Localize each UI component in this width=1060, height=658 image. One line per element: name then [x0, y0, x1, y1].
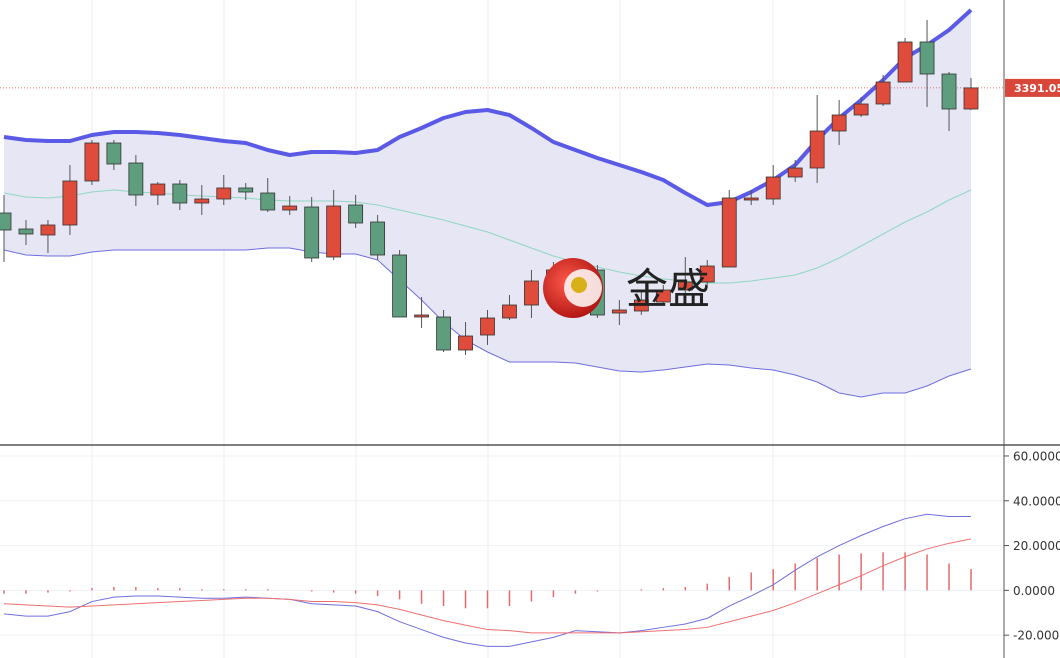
last-price-box: [1005, 78, 1060, 97]
candle-body: [172, 183, 188, 204]
candle-body: [699, 265, 715, 283]
candle-body: [941, 73, 957, 110]
candle-body: [897, 41, 913, 83]
candle-body: [128, 162, 144, 196]
candle-body: [84, 142, 100, 182]
candle-body: [392, 254, 407, 318]
candle-body: [40, 224, 56, 236]
candle-body: [963, 87, 979, 110]
candle-body: [348, 204, 364, 224]
macd-line: [3, 538, 972, 634]
candle-body: [304, 206, 320, 259]
y-tick-label: -20.0000: [1013, 629, 1060, 643]
candle-body: [875, 81, 891, 105]
candle-body: [655, 289, 671, 303]
band-line: [3, 247, 972, 398]
band-fill: [4, 10, 971, 397]
candle-body: [216, 187, 232, 200]
candle-body: [436, 316, 451, 351]
candle-body: [480, 317, 495, 336]
last-price-label: 3391.05: [1014, 82, 1060, 95]
candle-body: [458, 335, 473, 351]
y-tick-label: 60.0000: [1013, 449, 1060, 463]
y-tick-label: 20.0000: [1013, 539, 1060, 553]
logo-coin: [571, 277, 587, 293]
logo: [543, 258, 603, 318]
candle-body: [502, 304, 517, 319]
candle-body: [370, 221, 386, 256]
candle-body: [106, 142, 122, 165]
candle-body: [414, 314, 429, 318]
candle-body: [282, 205, 298, 211]
candle-body: [62, 180, 78, 226]
candle-body: [194, 198, 210, 204]
candle-body: [18, 228, 34, 235]
candle-body: [326, 205, 342, 258]
y-tick-label: 0.0000: [1013, 584, 1055, 598]
candle-body: [743, 197, 759, 201]
candle-body: [0, 212, 12, 231]
candle-body: [150, 183, 166, 196]
candle-body: [633, 299, 649, 312]
candle-body: [853, 103, 869, 116]
candle-body: [787, 167, 803, 178]
y-tick-label: 40.0000: [1013, 494, 1060, 508]
candle-body: [831, 114, 847, 132]
candle-body: [721, 197, 737, 268]
macd-line: [3, 513, 971, 647]
candle-body: [238, 187, 254, 193]
candle-body: [919, 41, 935, 75]
candle-body: [524, 280, 539, 306]
candle-body: [765, 176, 781, 200]
candle-body: [677, 281, 693, 291]
candle-body: [809, 130, 825, 169]
plot-layer: [0, 8, 1004, 647]
candle-body: [611, 309, 627, 314]
watermark: 金盛: [626, 265, 710, 314]
candle-body: [260, 192, 276, 211]
